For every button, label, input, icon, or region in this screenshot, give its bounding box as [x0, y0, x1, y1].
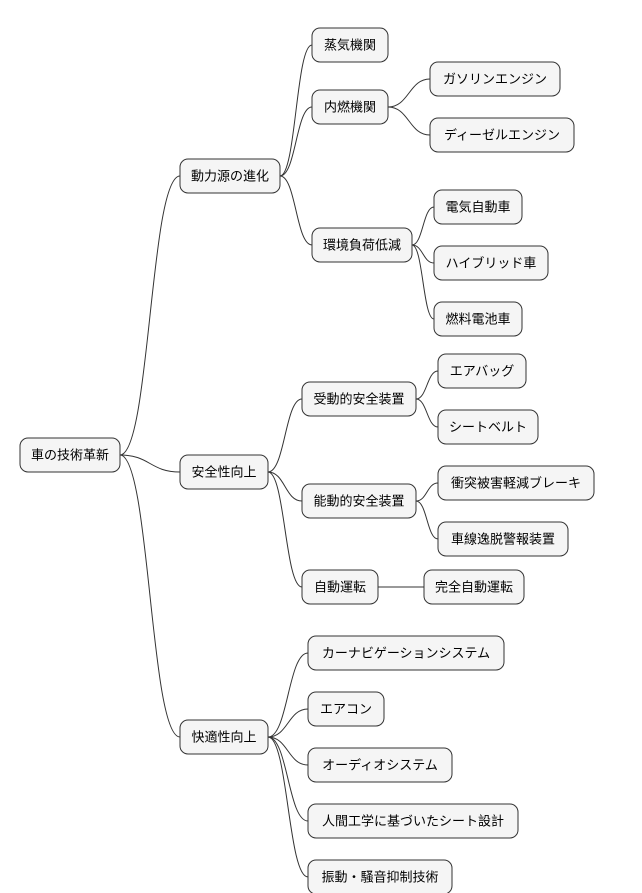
node-label-active: 能動的安全装置 — [313, 493, 404, 508]
edge-ice-gasoline — [388, 79, 430, 107]
node-ice: 内燃機関 — [312, 90, 388, 124]
node-label-navi: カーナビゲーションシステム — [322, 645, 490, 660]
node-label-gasoline: ガソリンエンジン — [443, 71, 547, 86]
node-label-steam: 蒸気機関 — [324, 37, 376, 52]
node-seatbelt: シートベルト — [438, 410, 538, 444]
node-label-aircon: エアコン — [320, 701, 372, 716]
edge-safety-auto — [268, 472, 302, 587]
edge-power-env — [280, 176, 312, 245]
edge-env-fuelcell — [412, 245, 434, 319]
node-label-env: 環境負荷低減 — [323, 237, 401, 252]
node-nvh: 振動・騒音抑制技術 — [308, 860, 452, 893]
edge-ice-diesel — [388, 107, 430, 135]
node-power: 動力源の進化 — [180, 159, 280, 193]
node-fuelcell: 燃料電池車 — [434, 302, 522, 336]
node-label-collision: 衝突被害軽減ブレーキ — [451, 475, 581, 490]
edge-active-lane — [416, 501, 438, 539]
node-label-comfort: 快適性向上 — [191, 729, 256, 744]
node-label-diesel: ディーゼルエンジン — [444, 127, 560, 142]
edge-comfort-aircon — [268, 709, 308, 737]
edge-active-collision — [416, 483, 438, 501]
node-label-safety: 安全性向上 — [191, 464, 256, 479]
edge-power-steam — [280, 45, 312, 176]
node-full_auto: 完全自動運転 — [424, 570, 524, 604]
edge-root-power — [120, 176, 180, 455]
mindmap-diagram: 車の技術革新 動力源の進化安全性向上快適性向上 蒸気機関内燃機関環境負荷低減 ガソリン… — [0, 0, 642, 893]
node-label-root: 車の技術革新 — [31, 447, 109, 462]
node-gasoline: ガソリンエンジン — [430, 62, 560, 96]
node-label-ice: 内燃機関 — [324, 99, 376, 114]
edge-passive-seatbelt — [416, 399, 438, 427]
node-audio: オーディオシステム — [308, 748, 452, 782]
node-comfort: 快適性向上 — [180, 720, 268, 754]
node-hybrid: ハイブリッド車 — [434, 246, 548, 280]
node-env: 環境負荷低減 — [312, 228, 412, 262]
node-label-seat: 人間工学に基づいたシート設計 — [322, 813, 504, 828]
node-label-airbag: エアバッグ — [450, 363, 514, 378]
node-safety: 安全性向上 — [180, 455, 268, 489]
node-lane: 車線逸脱警報装置 — [438, 522, 568, 556]
node-active: 能動的安全装置 — [302, 484, 416, 518]
node-passive: 受動的安全装置 — [302, 382, 416, 416]
node-label-ev: 電気自動車 — [445, 199, 510, 214]
node-label-nvh: 振動・騒音抑制技術 — [321, 869, 438, 884]
edge-power-ice — [280, 107, 312, 176]
node-diesel: ディーゼルエンジン — [430, 118, 574, 152]
node-label-lane: 車線逸脱警報装置 — [451, 531, 555, 546]
edge-passive-airbag — [416, 371, 438, 399]
node-airbag: エアバッグ — [438, 354, 526, 388]
edge-root-safety — [120, 455, 180, 472]
edge-safety-passive — [268, 399, 302, 472]
edge-comfort-nvh — [268, 737, 308, 877]
node-label-full_auto: 完全自動運転 — [435, 579, 513, 594]
node-label-audio: オーディオシステム — [322, 757, 438, 772]
node-root: 車の技術革新 — [20, 438, 120, 472]
node-seat: 人間工学に基づいたシート設計 — [308, 804, 518, 838]
node-label-seatbelt: シートベルト — [449, 419, 527, 434]
node-label-auto: 自動運転 — [314, 579, 366, 594]
node-auto: 自動運転 — [302, 570, 378, 604]
nodes-group: 車の技術革新 動力源の進化安全性向上快適性向上 蒸気機関内燃機関環境負荷低減 ガソリン… — [20, 28, 594, 893]
node-collision: 衝突被害軽減ブレーキ — [438, 466, 594, 500]
node-label-power: 動力源の進化 — [191, 168, 269, 183]
edge-comfort-navi — [268, 653, 308, 737]
node-label-fuelcell: 燃料電池車 — [445, 311, 510, 326]
edge-env-ev — [412, 207, 434, 245]
node-label-passive: 受動的安全装置 — [313, 391, 404, 406]
node-aircon: エアコン — [308, 692, 384, 726]
node-steam: 蒸気機関 — [312, 28, 388, 62]
edge-root-comfort — [120, 455, 180, 737]
node-navi: カーナビゲーションシステム — [308, 636, 504, 670]
node-label-hybrid: ハイブリッド車 — [446, 255, 537, 270]
node-ev: 電気自動車 — [434, 190, 522, 224]
